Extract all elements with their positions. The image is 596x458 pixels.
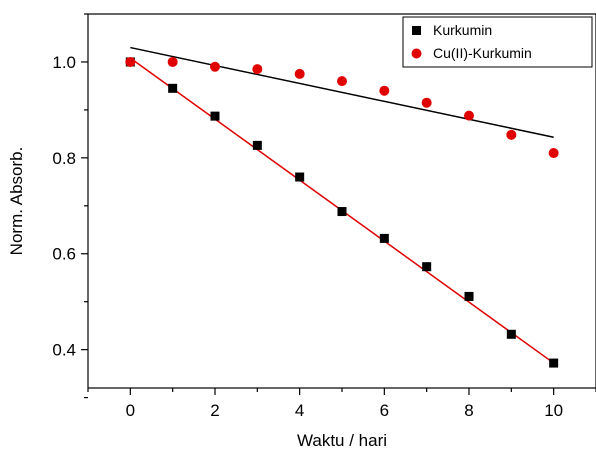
x-tick-label: 4 [295,401,304,420]
point-cu-kurkumin [210,61,220,72]
point-cu-kurkumin [125,56,136,67]
point-cu-kurkumin [506,129,517,140]
plot-frame [87,13,596,389]
fit-line-cu-kurkumin [130,46,554,138]
point-cu-kurkumin [337,76,347,87]
point-kurkumin [506,329,516,339]
y-axis-ticks: 0.4 0.6 0.8 1.0 [52,13,88,399]
legend-marker-kurkumin [412,26,421,35]
legend-label-cu-kurkumin: Cu(II)-Kurkumin [433,45,532,61]
legend-marker-cu-kurkumin [411,48,422,59]
point-kurkumin [337,207,347,217]
y-tick-label: 1.0 [52,53,76,72]
point-cu-kurkumin [167,56,178,67]
data-markers [125,56,559,368]
y-tick-label: 0.4 [52,341,76,360]
point-cu-kurkumin [464,110,474,121]
point-kurkumin [210,111,220,121]
point-cu-kurkumin [548,148,559,159]
point-cu-kurkumin [421,97,432,108]
x-axis-ticks: 0 2 4 6 8 10 [87,388,596,420]
point-kurkumin [295,172,305,182]
x-tick-label: 10 [544,401,563,420]
point-kurkumin [422,262,432,272]
x-tick-label: 6 [380,401,389,420]
legend: Kurkumin Cu(II)-Kurkumin [402,16,593,68]
x-tick-label: 8 [464,401,473,420]
point-kurkumin [464,291,474,301]
y-tick-label: 0.6 [52,245,76,264]
point-cu-kurkumin [379,85,390,96]
point-kurkumin [168,83,178,93]
point-cu-kurkumin [294,68,305,79]
x-tick-label: 2 [210,401,219,420]
legend-box [402,16,593,68]
x-tick-label: 0 [126,401,135,420]
point-cu-kurkumin [252,64,263,75]
point-kurkumin [252,140,262,150]
legend-label-kurkumin: Kurkumin [433,22,492,38]
fit-lines [129,46,555,364]
point-kurkumin [379,233,389,243]
point-kurkumin [549,358,559,368]
x-axis-title: Waktu / hari [297,431,387,450]
y-axis-title: Norm. Absorb. [7,147,26,256]
y-tick-label: 0.8 [52,149,76,168]
